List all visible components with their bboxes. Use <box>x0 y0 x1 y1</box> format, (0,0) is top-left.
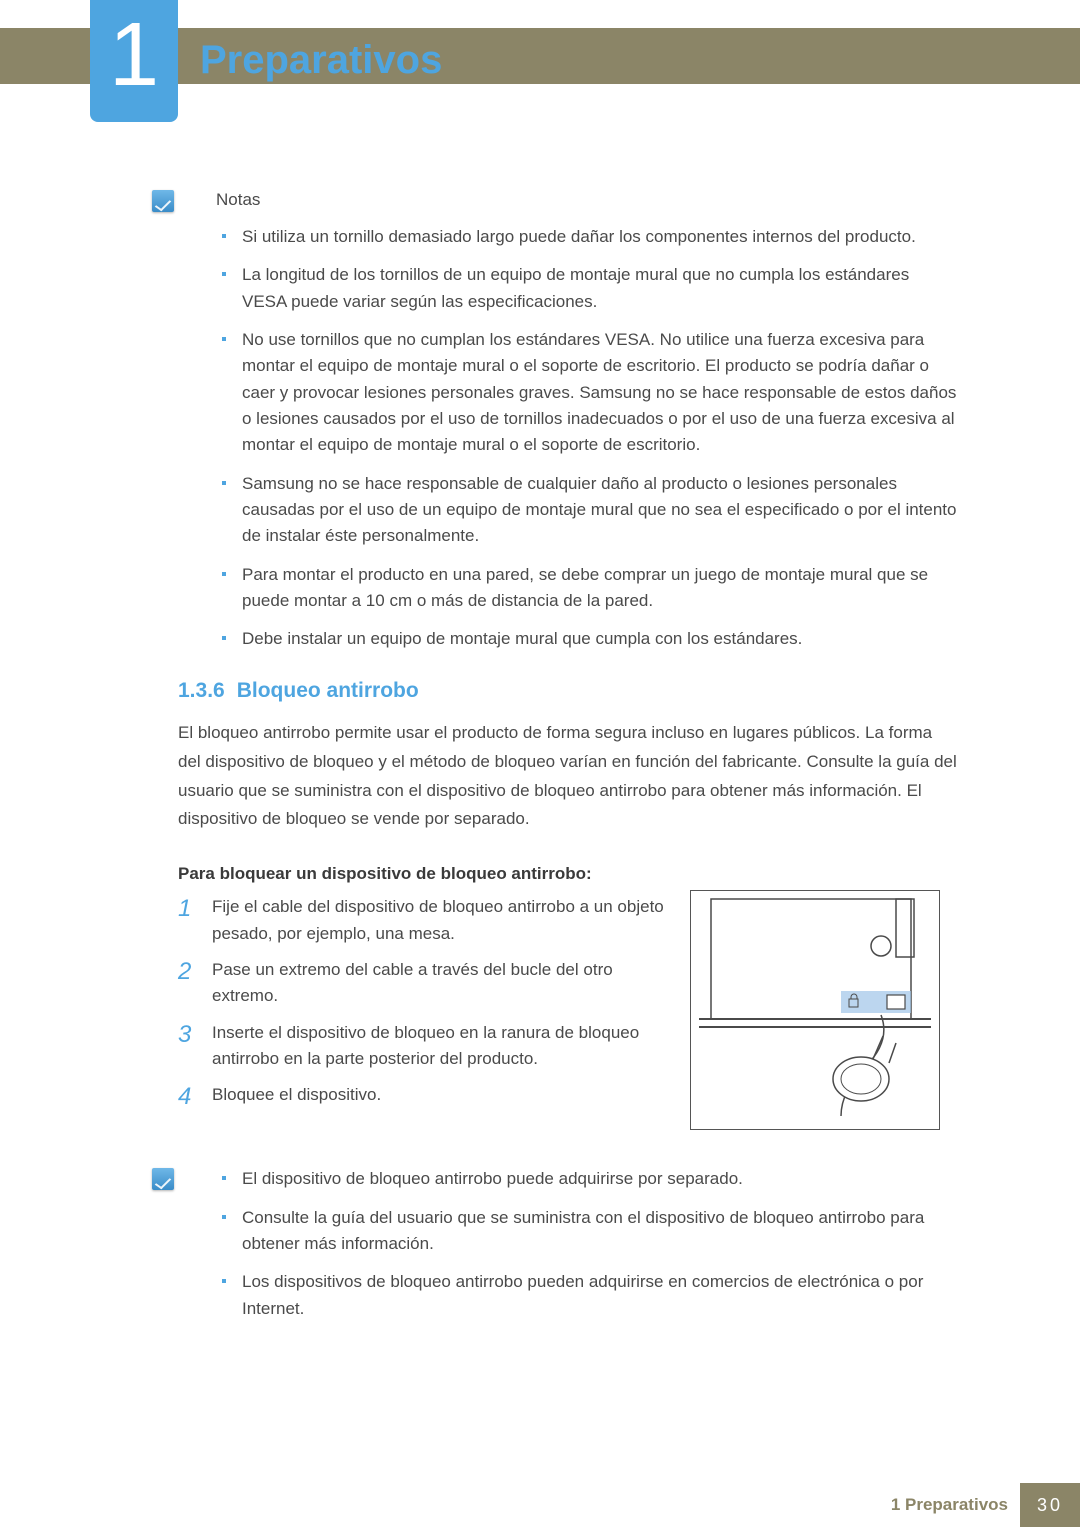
list-item: Para montar el producto en una pared, se… <box>242 562 958 615</box>
chapter-title: Preparativos <box>200 38 442 83</box>
footer-page-number: 30 <box>1020 1483 1080 1527</box>
list-item: La longitud de los tornillos de un equip… <box>242 262 958 315</box>
list-item: Bloquee el dispositivo. <box>178 1082 668 1108</box>
note-icon <box>152 1168 174 1190</box>
footer-chapter-label: 1 Preparativos <box>891 1495 1020 1515</box>
page-footer: 1 Preparativos 30 <box>0 1483 1080 1527</box>
chapter-number-badge: 1 <box>90 0 178 122</box>
section-heading: 1.3.6 Bloqueo antirrobo <box>178 679 958 703</box>
list-item: Si utiliza un tornillo demasiado largo p… <box>242 224 958 250</box>
section-paragraph: El bloqueo antirrobo permite usar el pro… <box>178 719 958 835</box>
list-item: Pase un extremo del cable a través del b… <box>178 957 668 1010</box>
section-title: Bloqueo antirrobo <box>237 679 419 702</box>
list-item: Debe instalar un equipo de montaje mural… <box>242 626 958 652</box>
notes2-list: El dispositivo de bloqueo antirrobo pued… <box>178 1166 958 1322</box>
list-item: El dispositivo de bloqueo antirrobo pued… <box>242 1166 958 1192</box>
steps-list: Fije el cable del dispositivo de bloqueo… <box>178 894 668 1130</box>
lock-diagram <box>690 890 940 1130</box>
notes-label: Notas <box>216 190 958 210</box>
note-icon <box>152 190 174 212</box>
list-item: Samsung no se hace responsable de cualqu… <box>242 471 958 550</box>
steps-heading: Para bloquear un dispositivo de bloqueo … <box>178 864 958 884</box>
list-item: No use tornillos que no cumplan los está… <box>242 327 958 459</box>
list-item: Inserte el dispositivo de bloqueo en la … <box>178 1020 668 1073</box>
list-item: Consulte la guía del usuario que se sumi… <box>242 1205 958 1258</box>
notes-list: Si utiliza un tornillo demasiado largo p… <box>178 224 958 653</box>
list-item: Los dispositivos de bloqueo antirrobo pu… <box>242 1269 958 1322</box>
list-item: Fije el cable del dispositivo de bloqueo… <box>178 894 668 947</box>
section-number: 1.3.6 <box>178 679 225 702</box>
